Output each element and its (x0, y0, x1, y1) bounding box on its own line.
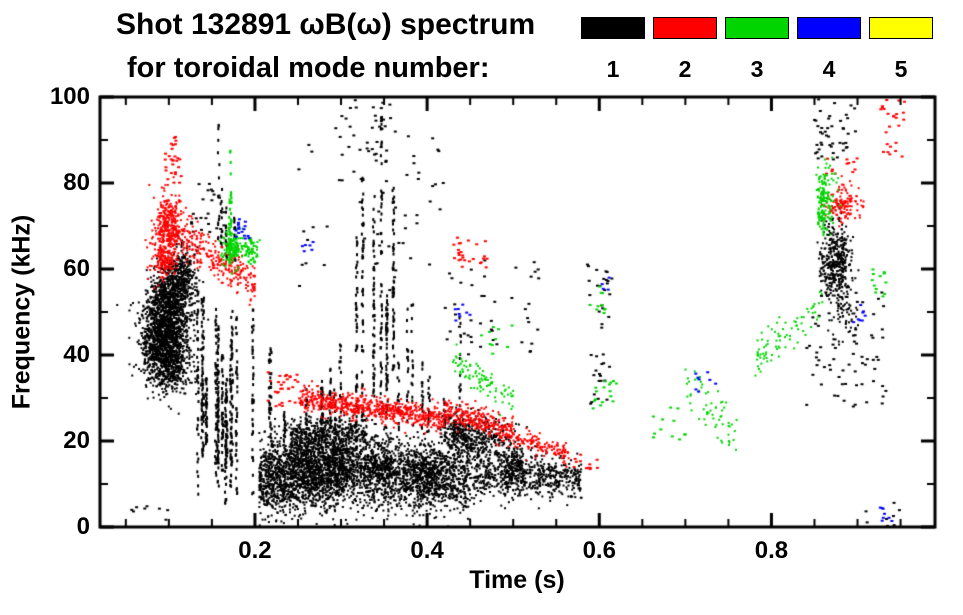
x-tick-label-0.4: 0.4 (410, 537, 444, 564)
chart-title: Shot 132891 ωB(ω) spectrum (116, 8, 536, 41)
legend-swatch-mode-1 (581, 17, 645, 39)
legend-label-mode-4: 4 (822, 56, 836, 82)
legend-label-mode-3: 3 (750, 56, 764, 82)
x-tick-label-0.8: 0.8 (754, 537, 789, 564)
y-tick-label-100: 100 (49, 83, 90, 110)
legend-swatch-mode-4 (797, 17, 861, 39)
legend-swatches (581, 17, 941, 41)
y-tick-label-60: 60 (63, 255, 90, 282)
chart-subtitle: for toroidal mode number: (127, 52, 490, 84)
x-axis-label: Time (s) (469, 566, 565, 594)
legend-swatch-mode-5 (869, 17, 933, 39)
y-axis-label: Frequency (kHz) (7, 214, 36, 410)
y-tick-label-40: 40 (63, 341, 90, 368)
x-tick-label-0.2: 0.2 (238, 537, 272, 564)
legend-label-mode-2: 2 (678, 56, 692, 82)
legend-swatch-mode-2 (653, 17, 717, 39)
legend-swatch-mode-3 (725, 17, 789, 39)
x-tick-label-0.6: 0.6 (582, 537, 616, 564)
y-tick-label-20: 20 (63, 427, 90, 454)
y-tick-label-0: 0 (76, 513, 90, 540)
legend-label-mode-5: 5 (894, 56, 908, 82)
legend-label-mode-1: 1 (606, 56, 620, 82)
y-tick-label-80: 80 (63, 169, 90, 196)
